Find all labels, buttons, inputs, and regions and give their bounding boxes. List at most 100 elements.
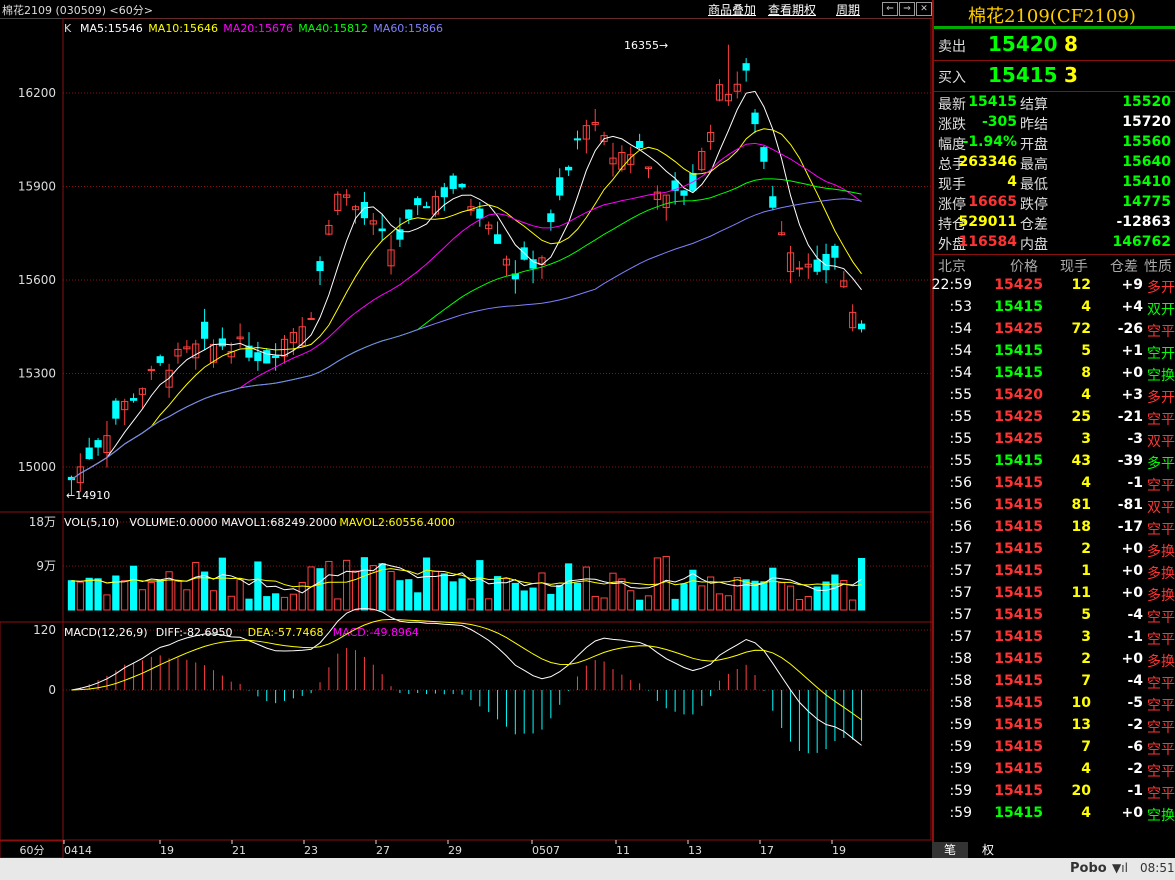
candle <box>183 346 191 350</box>
y-tick-label: 15600 <box>18 273 56 287</box>
tick-row: :59 15415 7 -6 空平 <box>934 737 1175 759</box>
period-button[interactable]: 周期 <box>836 3 861 17</box>
tick-volume: 4 <box>1081 475 1091 491</box>
tick-header: 北京 价格 现手 仓差 性质 <box>934 255 1175 275</box>
tick-type: 空换 <box>1147 368 1175 384</box>
stat-value: 16665 <box>968 194 1017 210</box>
macd-legend: DIFF:-82.6950 <box>156 626 233 639</box>
tick-price: 15415 <box>994 497 1043 513</box>
volume-bar <box>698 585 706 611</box>
candle <box>733 83 741 92</box>
volume-bar <box>289 593 297 611</box>
tick-type: 多平 <box>1147 456 1175 472</box>
tick-time: :58 <box>949 695 972 711</box>
stat-label: 跌停 <box>1020 197 1048 213</box>
tick-type: 双开 <box>1147 302 1175 318</box>
volume-bar <box>165 571 173 611</box>
volume-bar <box>369 565 377 611</box>
vol-legend: VOL(5,10) <box>64 516 119 529</box>
tick-row: :59 15415 4 +0 空换 <box>934 803 1175 825</box>
tick-volume: 72 <box>1071 321 1091 337</box>
volume-bar <box>680 583 688 611</box>
bottom-tabs: 笔 权 <box>932 842 1175 858</box>
candle <box>254 352 262 361</box>
diff-line <box>71 607 862 746</box>
tick-price: 15425 <box>994 431 1043 447</box>
stat-value: 15560 <box>1122 134 1171 150</box>
volume-bar <box>405 579 413 611</box>
volume-bar <box>387 571 395 611</box>
volume-bar <box>849 599 857 611</box>
tab-ticks[interactable]: 笔 <box>932 842 968 858</box>
tick-oi: -1 <box>1127 475 1143 491</box>
tick-oi: +0 <box>1121 651 1143 667</box>
y-tick-label: 15000 <box>18 460 56 474</box>
candle <box>165 369 173 388</box>
stat-value: -305 <box>981 114 1017 130</box>
candle <box>147 368 155 372</box>
volume-bar <box>396 580 404 611</box>
volume-bar <box>236 579 244 611</box>
tick-price: 15415 <box>994 541 1043 557</box>
candle <box>422 206 431 209</box>
scroll-left-icon[interactable]: ⇐ <box>882 2 898 16</box>
tick-time: :54 <box>949 343 972 359</box>
tick-oi: -1 <box>1127 629 1143 645</box>
tick-price: 15425 <box>994 409 1043 425</box>
tick-volume: 4 <box>1081 761 1091 777</box>
candle <box>280 338 289 357</box>
tick-price: 15415 <box>994 299 1043 315</box>
kline-chart[interactable]: 16200 15900 15600 15300 15000 K MA5:15546 MA10:… <box>0 18 932 858</box>
candle <box>192 343 200 359</box>
candle <box>174 348 182 357</box>
tick-time: :57 <box>949 629 972 645</box>
volume-bar <box>449 581 457 611</box>
tick-list[interactable]: 22:59 15425 12 +9 多开:53 15415 4 +4 双开:54 15425 72-… <box>932 275 1175 835</box>
tick-oi: -5 <box>1127 695 1143 711</box>
tick-price: 15415 <box>994 585 1043 601</box>
tick-volume: 11 <box>1071 585 1091 601</box>
tick-oi: -81 <box>1117 497 1143 513</box>
tick-type: 空平 <box>1147 786 1175 802</box>
volume-bar <box>263 596 271 611</box>
volume-bar <box>742 579 750 611</box>
tick-volume: 43 <box>1071 453 1091 469</box>
volume-bar <box>804 596 812 611</box>
ma-legend: MA60:15866 <box>373 22 443 35</box>
volume-bar <box>272 593 280 611</box>
tick-oi: -2 <box>1127 717 1143 733</box>
scroll-right-icon[interactable]: ⇒ <box>899 2 915 16</box>
candle <box>573 138 582 141</box>
view-options-button[interactable]: 查看期权 <box>768 3 817 17</box>
candle <box>307 317 315 320</box>
tick-volume: 3 <box>1081 431 1091 447</box>
candle <box>378 228 386 232</box>
period-label: 60分 <box>20 844 45 857</box>
candle <box>245 345 253 358</box>
stat-label: 现手 <box>938 177 966 193</box>
tick-price: 15415 <box>994 717 1043 733</box>
volume-bar <box>609 572 617 611</box>
tick-oi: +0 <box>1121 365 1143 381</box>
ma-line <box>71 142 862 481</box>
candle <box>591 121 599 125</box>
status-bar: Pobo ▼ıl 08:51 <box>0 858 1175 880</box>
volume-bar <box>476 560 484 611</box>
volume-bar <box>520 590 528 611</box>
close-icon[interactable]: ✕ <box>916 2 932 16</box>
tick-volume: 4 <box>1081 805 1091 821</box>
chart-frame <box>62 18 932 841</box>
candle <box>556 177 564 196</box>
tick-price: 15425 <box>994 321 1043 337</box>
macd-legend: MACD(12,26,9) <box>64 626 148 639</box>
volume-bar <box>493 576 502 611</box>
tick-price: 15415 <box>994 453 1043 469</box>
tick-price: 15415 <box>994 695 1043 711</box>
volume-bar <box>760 581 768 611</box>
candle <box>857 323 866 330</box>
tick-time: :58 <box>949 673 972 689</box>
tab-rights[interactable]: 权 <box>981 843 994 857</box>
volume-bar <box>600 597 608 611</box>
stat-value: 15520 <box>1122 94 1171 110</box>
overlay-commodity-button[interactable]: 商品叠加 <box>708 3 757 17</box>
